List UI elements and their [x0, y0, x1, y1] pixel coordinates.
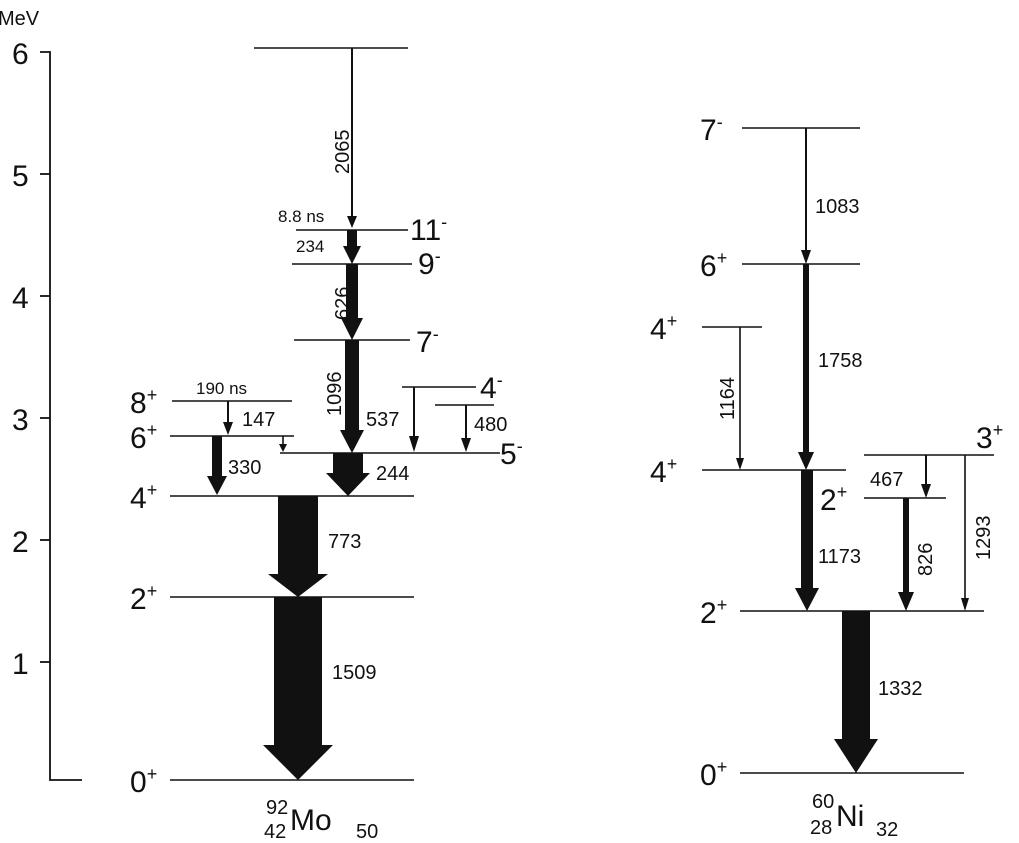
spin-label: 11-	[410, 212, 447, 247]
transition-energy: 234	[296, 237, 324, 256]
neutron-number: 32	[876, 819, 898, 841]
arrow-head	[279, 444, 287, 452]
arrow-head	[961, 598, 969, 611]
spin-label: 6+	[700, 248, 727, 283]
axis-tick-label: 6	[12, 38, 29, 71]
lifetime-label: 8.8 ns	[278, 207, 324, 226]
transition-arrow	[903, 498, 909, 594]
spin-label: 2+	[820, 482, 847, 517]
spin-label: 2+	[130, 581, 157, 616]
transition-arrow	[801, 470, 813, 590]
mass-number: 92	[266, 797, 288, 819]
transition-arrow	[278, 496, 318, 576]
transition-arrow	[274, 597, 322, 747]
neutron-number: 50	[356, 821, 378, 843]
transition-arrow	[345, 340, 359, 432]
ni60-nuclide-label: 60 28 Ni 32	[810, 791, 898, 841]
ni60-transitions	[736, 128, 969, 773]
spin-label: 7-	[416, 324, 439, 359]
arrow-head	[347, 216, 357, 228]
axis-tick-label: 3	[12, 404, 29, 437]
arrow-head	[898, 592, 914, 611]
transition-energy: 244	[376, 463, 409, 485]
element-symbol: Mo	[290, 804, 332, 837]
arrow-head	[795, 588, 819, 611]
arrow-head	[461, 438, 471, 452]
transition-energy: 1096	[324, 372, 346, 417]
spin-label: 5-	[500, 436, 523, 471]
transition-energy: 330	[228, 457, 261, 479]
spin-label: 0+	[700, 757, 727, 792]
lifetime-label: 190 ns	[196, 379, 247, 398]
transition-arrow	[333, 453, 363, 475]
arrow-head	[343, 246, 361, 264]
spin-label: 3+	[976, 420, 1003, 455]
arrow-head	[798, 452, 814, 470]
spin-label: 6+	[130, 420, 157, 455]
spin-label: 0+	[130, 764, 157, 799]
spin-label: 4+	[650, 454, 677, 489]
arrow-head	[268, 574, 328, 597]
transition-energy: 480	[474, 414, 507, 436]
spin-label: 9-	[418, 246, 441, 281]
arrow-head	[326, 473, 370, 496]
energy-axis: MeV 6 5 4 3 2 1	[0, 8, 82, 781]
mo92-levels	[170, 47, 500, 781]
arrow-head	[341, 318, 363, 340]
spin-label: 4+	[650, 311, 677, 346]
transition-energy: 1332	[878, 678, 923, 700]
transition-energy: 1509	[332, 662, 377, 684]
transition-energy: 1164	[717, 377, 739, 420]
transition-energy: 773	[328, 531, 361, 553]
axis-tick-label: 1	[12, 648, 29, 681]
mass-number: 60	[812, 791, 834, 813]
arrow-head	[223, 422, 233, 435]
atomic-number: 28	[810, 817, 832, 839]
spin-label: 4-	[480, 370, 503, 405]
arrow-head	[409, 436, 419, 452]
axis-tick-label: 2	[12, 526, 29, 559]
transition-energy: 2065	[332, 130, 354, 175]
transition-arrow	[347, 230, 357, 248]
transition-energy: 826	[915, 543, 937, 576]
arrow-head	[834, 739, 878, 773]
transition-energy: 147	[242, 409, 275, 431]
arrow-head	[921, 484, 931, 498]
transition-energy: 1173	[818, 546, 861, 568]
transition-energy: 626	[332, 287, 354, 320]
arrow-head	[736, 458, 744, 470]
transition-arrow	[842, 611, 870, 741]
spin-label: 8+	[130, 385, 157, 420]
ni60-energy-labels: 1083 1758 1164 467 1173 826 1293 1332	[717, 196, 995, 700]
mo92-energy-labels: 2065 234 626 1096 537 480 147 330 244 77…	[196, 130, 507, 685]
transition-energy: 1758	[818, 350, 863, 372]
arrow-head	[263, 745, 333, 780]
transition-arrow	[803, 264, 809, 454]
arrow-head	[340, 430, 364, 453]
mo92-nuclide-label: 92 42 Mo 50	[264, 797, 378, 843]
axis-tick-label: 5	[12, 160, 29, 193]
transition-energy: 467	[870, 469, 903, 491]
mo92-spin-labels: 11- 9- 7- 4- 5- 8+ 6+ 4+ 2+ 0+	[130, 212, 523, 799]
transition-arrow	[346, 264, 358, 320]
axis-line	[40, 51, 82, 781]
spin-label: 2+	[700, 595, 727, 630]
axis-tick-label: 4	[12, 282, 29, 315]
atomic-number: 42	[264, 821, 286, 843]
transition-energy: 1293	[973, 516, 995, 561]
ni60-spin-labels: 7- 6+ 4+ 4+ 3+ 2+ 2+ 0+	[650, 112, 1003, 792]
mo92-transitions	[207, 48, 471, 780]
arrow-head	[801, 250, 811, 264]
transition-energy: 1083	[815, 196, 860, 218]
transition-arrow	[212, 436, 222, 478]
transition-energy: 537	[366, 409, 399, 431]
spin-label: 7-	[700, 112, 723, 147]
element-symbol: Ni	[836, 800, 864, 833]
spin-label: 4+	[130, 480, 157, 515]
arrow-head	[207, 476, 227, 495]
axis-unit: MeV	[0, 8, 40, 30]
